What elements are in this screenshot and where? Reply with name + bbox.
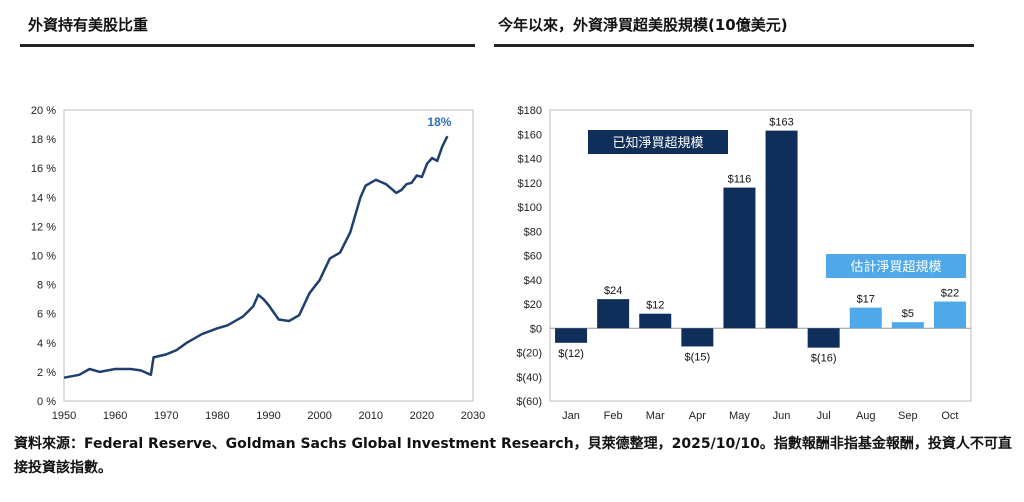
data-label-mar: $12 (646, 300, 664, 312)
legend-known: 已知淨買超規模 (588, 130, 728, 154)
data-label-oct: $22 (941, 288, 959, 300)
y-tick-label: $180 (518, 105, 542, 117)
y-tick-label: $0 (530, 323, 542, 335)
y-tick-label: $20 (524, 299, 542, 311)
foreign-share-line (63, 135, 449, 379)
y-tick-label: $60 (524, 251, 542, 263)
y-tick-label: $(20) (516, 348, 542, 360)
data-label-jan: $(12) (558, 348, 584, 360)
y-tick-label: 10 % (31, 251, 56, 263)
x-tick-label: 1990 (256, 410, 280, 422)
y-tick-label: 12 % (31, 221, 56, 233)
y-tick-label: 18 % (31, 134, 56, 146)
x-tick-label: Aug (856, 410, 876, 422)
bar-jan (555, 328, 588, 343)
y-tick-label: $(40) (516, 372, 542, 384)
left-title-rule (20, 44, 475, 47)
source-note: 資料來源：Federal Reserve、Goldman Sachs Globa… (14, 436, 1012, 476)
x-tick-label: Jul (817, 410, 831, 422)
data-label-jul: $(16) (811, 353, 837, 365)
y-tick-label: $80 (524, 226, 542, 238)
y-tick-label: $100 (518, 202, 542, 214)
legend-known-label: 已知淨買超規模 (612, 135, 703, 151)
y-tick-label: $(60) (516, 396, 542, 408)
line-plot-frame (63, 109, 474, 402)
x-tick-label: 2030 (461, 410, 485, 422)
y-tick-label: 16 % (31, 163, 56, 175)
y-tick-label: 4 % (37, 338, 56, 350)
x-tick-label: Jun (773, 410, 791, 422)
x-tick-label: 1950 (52, 410, 76, 422)
y-tick-label: 2 % (37, 367, 56, 379)
legend-estimated: 估計淨買超規模 (826, 254, 966, 278)
data-label-may: $116 (728, 174, 752, 186)
legend-estimated-label: 估計淨買超規模 (850, 259, 941, 275)
y-tick-label: 0 % (37, 396, 56, 408)
x-tick-label: Mar (646, 410, 665, 422)
legend-known-box (588, 130, 728, 154)
right-chart-title: 今年以來，外資淨買超美股規模(10億美元) (498, 16, 788, 34)
y-tick-label: 14 % (31, 192, 56, 204)
bar-apr (681, 328, 714, 347)
y-tick-label: $160 (518, 129, 542, 141)
left-chart-title: 外資持有美股比重 (28, 16, 149, 34)
x-tick-label: 1980 (205, 410, 229, 422)
bar-may (723, 187, 756, 329)
x-tick-label: Jan (562, 410, 580, 422)
y-tick-label: $140 (518, 154, 542, 166)
x-tick-label: 1960 (103, 410, 127, 422)
latest-value-annotation: 18% (427, 115, 451, 129)
x-tick-label: 2010 (359, 410, 383, 422)
bar-jul (807, 328, 840, 348)
y-tick-label: $120 (518, 178, 542, 190)
bar-aug (849, 307, 882, 329)
bar-mar (639, 313, 672, 329)
x-tick-label: Apr (689, 410, 706, 422)
x-tick-label: Oct (941, 410, 958, 422)
x-tick-label: 1970 (154, 410, 178, 422)
bar-feb (597, 299, 630, 329)
y-tick-label: $40 (524, 275, 542, 287)
bar-oct (933, 301, 966, 329)
right-title-rule (494, 44, 974, 47)
y-tick-label: 8 % (37, 280, 56, 292)
x-tick-label: Feb (604, 410, 623, 422)
y-tick-label: 20 % (31, 105, 56, 117)
x-tick-label: 2020 (410, 410, 434, 422)
bar-jun (765, 130, 798, 329)
x-tick-label: May (729, 410, 750, 422)
bar-sep (891, 322, 924, 329)
data-label-jun: $163 (769, 117, 793, 129)
bar-plot-frame (549, 109, 972, 402)
y-tick-label: 6 % (37, 309, 56, 321)
x-tick-label: Sep (898, 410, 918, 422)
data-label-apr: $(15) (685, 351, 711, 363)
data-label-sep: $5 (902, 308, 914, 320)
data-label-aug: $17 (857, 294, 875, 306)
x-tick-label: 2000 (307, 410, 331, 422)
legend-estimated-box (826, 254, 966, 278)
data-label-feb: $24 (604, 285, 622, 297)
